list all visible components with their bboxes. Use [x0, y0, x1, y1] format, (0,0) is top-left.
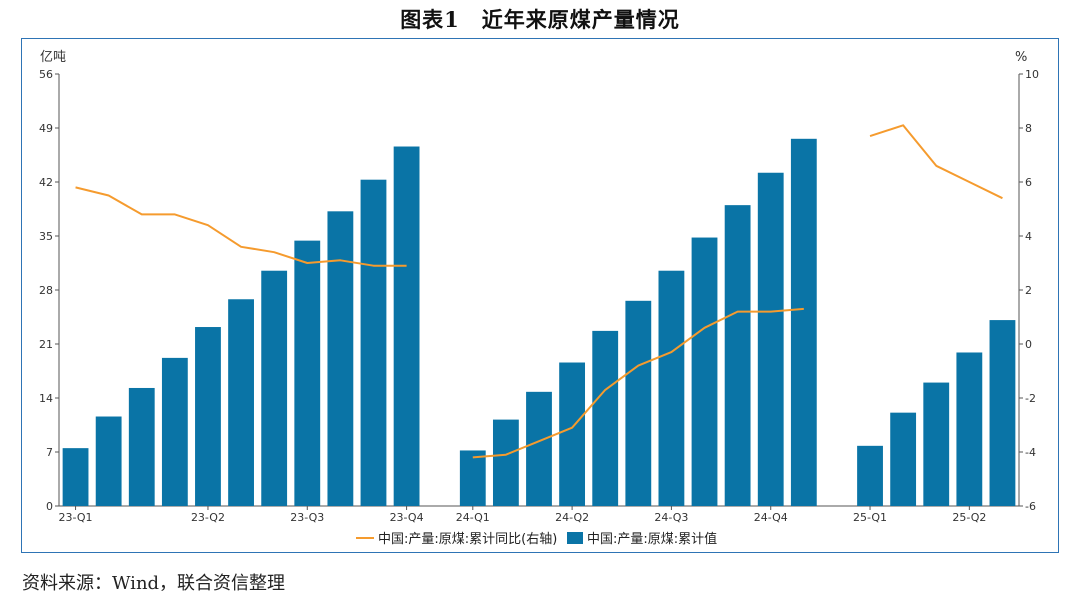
bar: [724, 205, 751, 506]
right-tick-label: 2: [1025, 284, 1032, 297]
legend-bar-label: 中国:产量:原煤:累计值: [587, 531, 717, 547]
bar: [261, 270, 288, 506]
left-tick-label: 56: [39, 68, 53, 81]
bar: [890, 412, 917, 506]
x-tick-label: 23-Q4: [390, 511, 424, 524]
x-tick-label: 23-Q3: [290, 511, 324, 524]
x-tick-label: 24-Q4: [754, 511, 788, 524]
bar: [790, 138, 817, 507]
bar: [989, 320, 1016, 506]
bar: [526, 391, 552, 506]
figure-title: 图表1 近年来原煤产量情况: [400, 7, 680, 32]
bar: [592, 330, 619, 506]
bar: [95, 416, 122, 506]
right-tick-label: 10: [1025, 68, 1039, 81]
bar: [459, 450, 486, 506]
bar: [923, 382, 950, 506]
x-tick-label: 25-Q2: [952, 511, 986, 524]
bar: [228, 299, 254, 506]
right-tick-label: 4: [1025, 230, 1032, 243]
left-axis-unit: 亿吨: [40, 50, 66, 65]
bar: [492, 419, 519, 506]
bar: [294, 240, 321, 506]
right-tick-label: -6: [1025, 500, 1036, 513]
bar: [128, 387, 155, 506]
left-tick-label: 35: [39, 230, 53, 243]
left-tick-label: 28: [39, 284, 53, 297]
legend-bar-swatch: [567, 532, 583, 544]
legend-line-label: 中国:产量:原煤:累计同比(右轴): [378, 532, 557, 547]
bar: [625, 300, 652, 506]
bar: [559, 362, 586, 506]
left-tick-label: 49: [39, 122, 53, 135]
left-tick-label: 7: [46, 446, 53, 459]
left-tick-label: 14: [39, 392, 53, 405]
x-tick-label: 24-Q3: [654, 511, 688, 524]
right-tick-label: 8: [1025, 122, 1032, 135]
bar: [195, 327, 221, 506]
right-tick-label: 6: [1025, 176, 1032, 189]
x-tick-label: 23-Q1: [59, 511, 93, 524]
left-tick-label: 0: [46, 500, 53, 513]
bar: [327, 211, 354, 507]
bar: [62, 448, 89, 506]
right-tick-label: -4: [1025, 446, 1036, 459]
x-tick-label: 24-Q1: [456, 511, 490, 524]
chart-frame: 0 7 14 21 28 35 42 49 56 -6 -4 -2 0 2 4 6 8 10 亿吨% 23-Q1 23-…: [21, 38, 1059, 553]
yoy-line: [75, 124, 1003, 459]
left-tick-label: 21: [39, 338, 53, 351]
chart-svg: 0 7 14 21 28 35 42 49 56 -6 -4 -2 0 2 4 6 8 10 亿吨 % 23-Q1 23-…: [39, 50, 1039, 547]
right-tick-label: 0: [1025, 338, 1032, 351]
right-axis-unit: %: [1015, 50, 1027, 65]
bar: [658, 270, 685, 506]
x-tick-label: 25-Q1: [853, 511, 887, 524]
left-tick-label: 42: [39, 176, 53, 189]
source-note: 资料来源：Wind，联合资信整理: [22, 573, 286, 594]
bar: [393, 146, 420, 506]
bar: [956, 352, 983, 506]
bar: [161, 357, 188, 506]
x-tick-label: 23-Q2: [191, 511, 225, 524]
bar: [857, 445, 883, 506]
right-tick-label: -2: [1025, 392, 1036, 405]
bar: [757, 172, 784, 506]
bar: [360, 179, 387, 506]
bar: [691, 237, 718, 507]
x-tick-label: 24-Q2: [555, 511, 589, 524]
